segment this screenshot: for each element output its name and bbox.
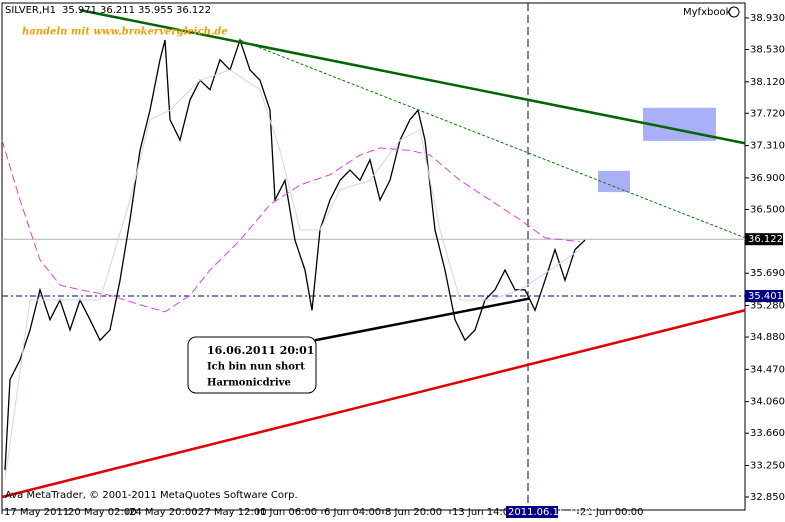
trendline — [79, 8, 746, 145]
chart-title: SILVER,H1 — [5, 5, 56, 16]
y-tick-label: 33.250 — [750, 460, 785, 471]
trendline — [1, 309, 746, 499]
y-tick-label: 36.900 — [750, 173, 785, 184]
y-tick-label: 35.690 — [750, 268, 785, 279]
y-tick-label: 34.880 — [750, 332, 785, 343]
annotation-line: Ich bin nun short — [207, 362, 305, 373]
x-tick-label: 6 Jun 04:00 — [324, 507, 381, 518]
x-tick-label: 21 Jun 00:00 — [580, 507, 644, 518]
annotation-line: 16.06.2011 20:01 — [207, 344, 314, 357]
brand: Myfxbook — [683, 7, 732, 18]
annotation-box — [187, 336, 317, 394]
y-tick-label: 38.120 — [750, 77, 785, 88]
level-label: 36.122 — [748, 234, 783, 245]
level-label: 35.401 — [748, 291, 783, 302]
series-line — [4, 37, 586, 471]
x-tick-label: 17 May 2011 — [4, 507, 69, 518]
y-tick-label: 37.310 — [750, 141, 785, 152]
trendline — [239, 39, 746, 239]
x-tick-label: 1 Jun 06:00 — [260, 507, 317, 518]
y-tick-label: 37.720 — [750, 108, 785, 119]
x-tick-label: 27 May 12:00 — [198, 507, 267, 518]
cursor-label: 2011.06.16 18:00 — [508, 507, 597, 518]
x-tick-label: 8 Jun 20:00 — [385, 507, 442, 518]
series-line — [1, 139, 581, 313]
cursor-box — [506, 506, 558, 518]
annotation-line: Harmonicdrive — [207, 378, 291, 389]
y-tick-label: 38.530 — [750, 44, 785, 55]
ohlc-value: 35.971 — [62, 5, 97, 16]
level-box — [745, 290, 783, 303]
watermark: handeln mit www.brokervergleich.de — [22, 27, 228, 38]
zone — [598, 170, 630, 193]
y-tick-label: 32.850 — [750, 492, 785, 503]
y-tick-label: 34.470 — [750, 364, 785, 375]
ohlc-value: 36.122 — [176, 5, 211, 16]
level-box — [745, 233, 783, 246]
footer: Ava MetaTrader, © 2001-2011 MetaQuotes S… — [5, 490, 298, 501]
ohlc-value: 36.211 — [100, 5, 135, 16]
plot-frame — [1, 2, 746, 511]
x-tick-label: 24 May 20:00 — [129, 507, 198, 518]
y-tick-label: 38.930 — [750, 13, 785, 24]
y-tick-label: 35.280 — [750, 301, 785, 312]
trendline — [314, 297, 531, 342]
y-tick-label: 33.660 — [750, 428, 785, 439]
series-line — [4, 69, 581, 480]
x-tick-label: 13 Jun 14:00 — [452, 507, 516, 518]
y-tick-label: 36.500 — [750, 204, 785, 215]
brand-icon — [728, 6, 740, 18]
y-tick-label: 34.060 — [750, 397, 785, 408]
marks — [1, 3, 746, 510]
x-tick-label: 20 May 02:00 — [68, 507, 137, 518]
ohlc-value: 35.955 — [138, 5, 173, 16]
